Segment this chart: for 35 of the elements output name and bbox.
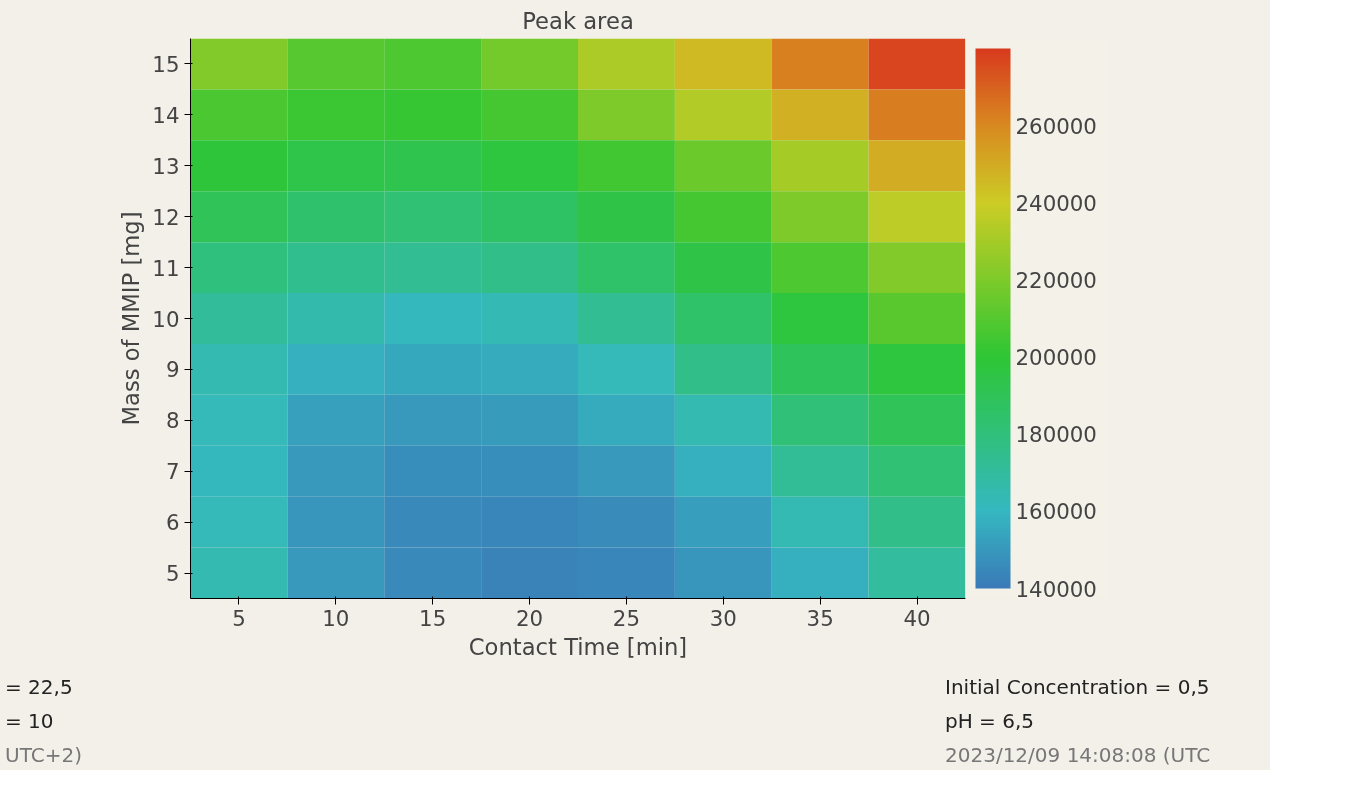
x-tick-label: 10	[322, 605, 350, 631]
y-tick-label: 15	[152, 51, 180, 77]
chart-title: Peak area	[522, 7, 634, 34]
x-tick-label: 35	[806, 605, 834, 631]
y-tick-label: 9	[165, 357, 180, 383]
x-tick-label: 40	[903, 605, 931, 631]
x-tick-label: 15	[419, 605, 447, 631]
y-tick-label: 14	[152, 102, 180, 128]
color-bar-label: 180000	[1015, 422, 1097, 448]
y-tick-label: 13	[152, 153, 180, 179]
color-bar-label: 200000	[1015, 345, 1097, 371]
y-axis-title: Mass of MMIP [mg]	[118, 211, 145, 426]
text: = 22,5	[5, 674, 73, 701]
color-bar-label: 220000	[1015, 267, 1097, 293]
x-axis-title: Contact Time [min]	[468, 633, 688, 660]
x-tick-label: 20	[515, 605, 544, 631]
y-tick-label: 8	[165, 408, 180, 434]
x-tick-label: 25	[612, 605, 641, 631]
y-tick-label: 12	[152, 204, 180, 230]
x-tick-label: 30	[709, 605, 737, 631]
text: pH = 6,5	[945, 708, 1035, 735]
text: = 10	[5, 708, 54, 735]
y-tick-label: 5	[165, 561, 180, 587]
color-bar-label: 160000	[1015, 499, 1097, 525]
text: 2023/12/09 14:08:08 (UTC	[945, 742, 1211, 769]
y-tick-label: 10	[152, 306, 180, 332]
y-tick-label: 6	[165, 510, 180, 536]
y-tick-label: 7	[165, 459, 180, 485]
color-bar-label: 260000	[1015, 113, 1097, 139]
x-tick-label: 5	[232, 605, 246, 631]
text: Initial Concentration = 0,5	[945, 674, 1210, 701]
text: UTC+2)	[5, 742, 82, 769]
color-bar-label: 140000	[1015, 576, 1097, 602]
color-bar-label: 240000	[1015, 190, 1097, 216]
y-tick-label: 11	[152, 255, 180, 281]
